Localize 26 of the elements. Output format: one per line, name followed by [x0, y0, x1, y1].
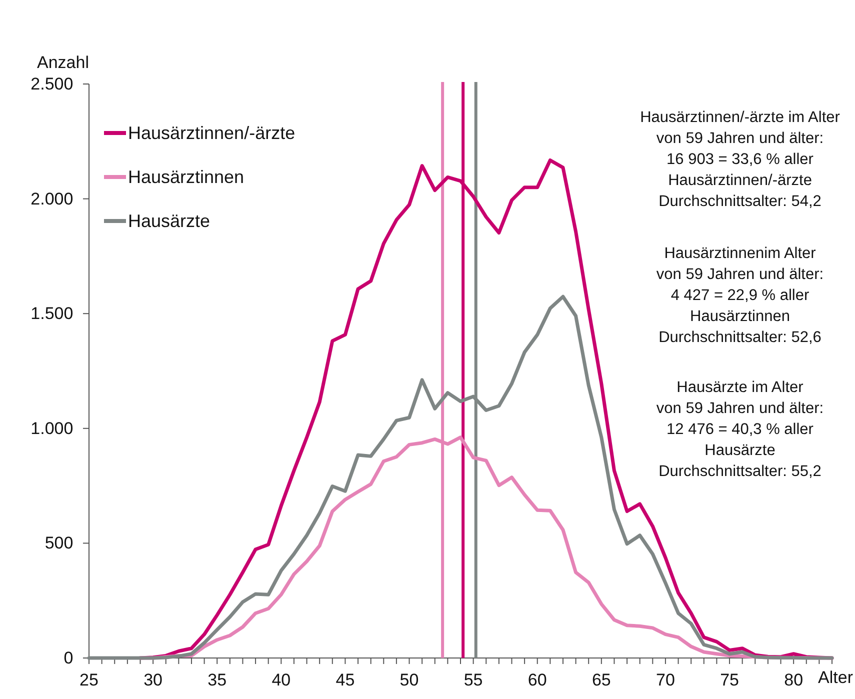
x-tick-label: 75: [720, 670, 739, 690]
x-tick-label: 35: [208, 670, 227, 690]
y-tick-label: 2.000: [30, 189, 74, 208]
y-tick-label: 1.000: [30, 418, 74, 438]
legend-label: Hausärztinnen/-ärzte: [128, 123, 296, 143]
legend-label: Hausärzte: [128, 211, 210, 231]
x-tick-label: 50: [400, 670, 419, 690]
y-tick-label: 2.500: [30, 74, 74, 94]
x-tick-label: 55: [464, 670, 483, 690]
y-tick-label: 1.500: [30, 304, 74, 324]
x-tick-label: 30: [144, 670, 163, 690]
legend-label: Hausärztinnen: [128, 167, 244, 187]
y-tick-label: 500: [44, 534, 74, 553]
x-tick-label: 40: [272, 670, 291, 690]
x-tick-label: 80: [784, 670, 804, 690]
annotation: Hausärzte im Alter von 59 Jahren und älter: 12 476 = 40,3 % aller Hausärzte Durchschnittsalter: 55,2: [656, 379, 824, 480]
annotation: Hausärztinnenim Alter von 59 Jahren und älter: 4 427 = 22,9 % aller Hausärztinnen Durchschnittsalter: 52,6: [656, 245, 824, 346]
annotation: Hausärztinnen/-ärzte im Alter von 59 Jahren und älter: 16 903 = 33,6 % aller Hausärztinnen/-ärzte Durchschnittsalter: 54,2: [640, 109, 840, 210]
x-tick-label: 25: [80, 670, 98, 690]
y-tick-label: 0: [64, 648, 74, 668]
x-tick-label: 60: [528, 670, 547, 690]
x-tick-label: 45: [336, 670, 355, 690]
x-tick-label: 65: [592, 670, 611, 690]
x-axis-title: Alter: [818, 668, 854, 687]
y-axis-title: Anzahl: [37, 53, 89, 72]
x-tick-label: 70: [656, 670, 675, 690]
